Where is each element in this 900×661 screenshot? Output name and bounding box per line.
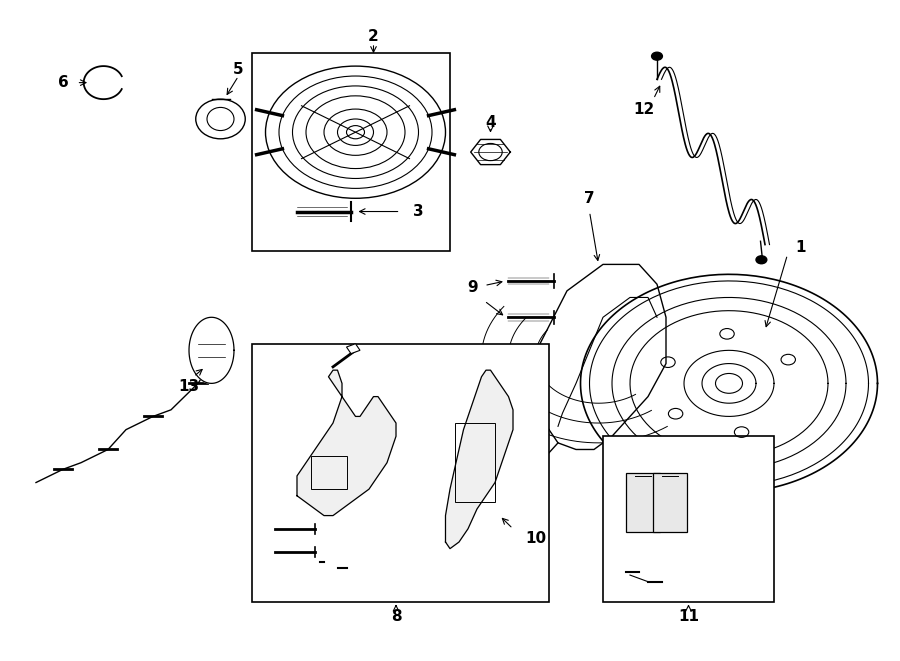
Text: 8: 8 [391,609,401,623]
Polygon shape [446,370,513,549]
Bar [310,456,346,489]
FancyBboxPatch shape [252,53,450,251]
Text: 13: 13 [178,379,200,394]
FancyBboxPatch shape [603,436,774,602]
Text: 4: 4 [485,115,496,130]
Polygon shape [297,370,396,516]
FancyBboxPatch shape [626,473,660,532]
Text: 7: 7 [584,191,595,206]
Text: 3: 3 [413,204,424,219]
Text: 9: 9 [467,280,478,295]
Text: 5: 5 [233,62,244,77]
Bar [454,423,495,502]
Text: 10: 10 [525,531,546,546]
Text: 11: 11 [678,609,699,623]
Text: 2: 2 [368,29,379,44]
Circle shape [756,256,767,264]
Polygon shape [189,317,234,383]
FancyBboxPatch shape [652,473,687,532]
Text: 1: 1 [796,241,806,255]
FancyBboxPatch shape [252,344,549,602]
Polygon shape [346,344,360,354]
Text: 12: 12 [633,102,654,116]
Circle shape [652,52,662,60]
Text: 6: 6 [58,75,68,90]
